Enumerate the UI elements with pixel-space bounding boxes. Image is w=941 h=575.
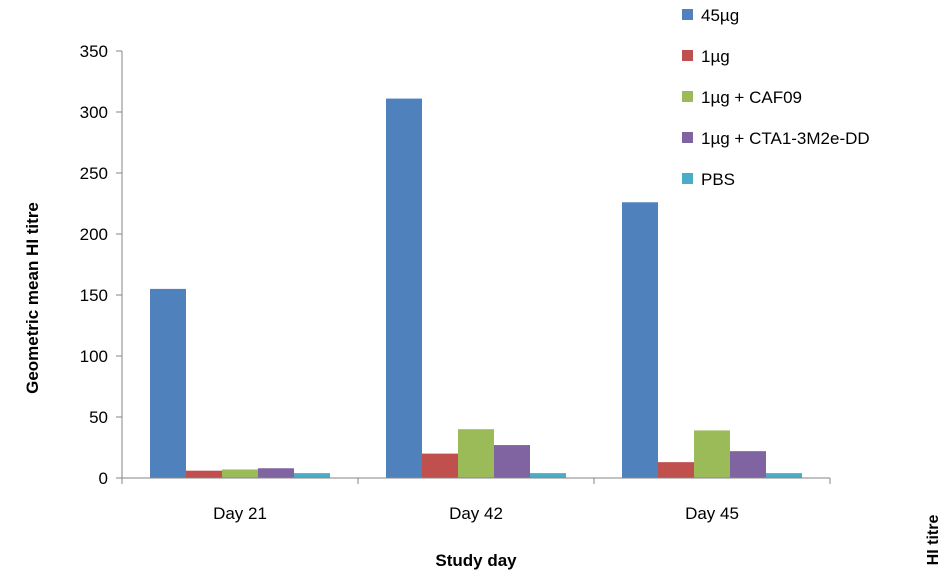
x-ticks-group: Day 21 Day 42 Day 45 (121, 478, 831, 523)
legend-swatch (682, 9, 693, 20)
bar-4-1 (258, 468, 294, 478)
legend-label: 1µg + CAF09 (701, 88, 802, 107)
x-tick-label: Day 45 (685, 504, 739, 523)
y-tick-label: 200 (80, 225, 108, 244)
bar-5-1 (294, 473, 330, 478)
bar-1-1 (150, 288, 186, 478)
bar-5-2 (530, 473, 566, 478)
clipped-edge-label: HI titre (925, 515, 941, 566)
legend-swatch (682, 91, 693, 102)
y-tick-label: 50 (89, 408, 108, 427)
y-ticks-group: 0 50 100 150 200 250 300 350 (80, 42, 122, 488)
bar-4-3 (730, 451, 766, 478)
legend-label: 1µg + CTA1-3M2e-DD (701, 129, 870, 148)
x-tick-label: Day 21 (213, 504, 267, 523)
y-tick-label: 250 (80, 164, 108, 183)
bars-group (150, 98, 802, 478)
y-tick-label: 300 (80, 103, 108, 122)
bar-2-3 (658, 462, 694, 478)
bar-1-2 (386, 98, 422, 478)
y-tick-label: 0 (99, 469, 108, 488)
y-axis-title: Geometric mean HI titre (23, 202, 42, 394)
bar-4-2 (494, 445, 530, 478)
x-axis-title: Study day (435, 551, 517, 570)
bar-2-1 (186, 470, 222, 478)
axes-group (121, 51, 830, 479)
bar-3-1 (222, 469, 258, 478)
legend-swatch (682, 50, 693, 61)
y-tick-label: 100 (80, 347, 108, 366)
legend-label: 45µg (701, 6, 739, 25)
bar-2-2 (422, 453, 458, 478)
legend-label: PBS (701, 170, 735, 189)
y-tick-label: 350 (80, 42, 108, 61)
bar-1-3 (622, 202, 658, 478)
bar-5-3 (766, 473, 802, 478)
y-tick-label: 150 (80, 286, 108, 305)
legend-swatch (682, 132, 693, 143)
bar-3-2 (458, 429, 494, 478)
legend: 45µg 1µg 1µg + CAF09 1µg + CTA1-3M2e-DD PBS (682, 6, 870, 189)
x-tick-label: Day 42 (449, 504, 503, 523)
legend-label: 1µg (701, 47, 730, 66)
bar-3-3 (694, 430, 730, 478)
legend-swatch (682, 173, 693, 184)
